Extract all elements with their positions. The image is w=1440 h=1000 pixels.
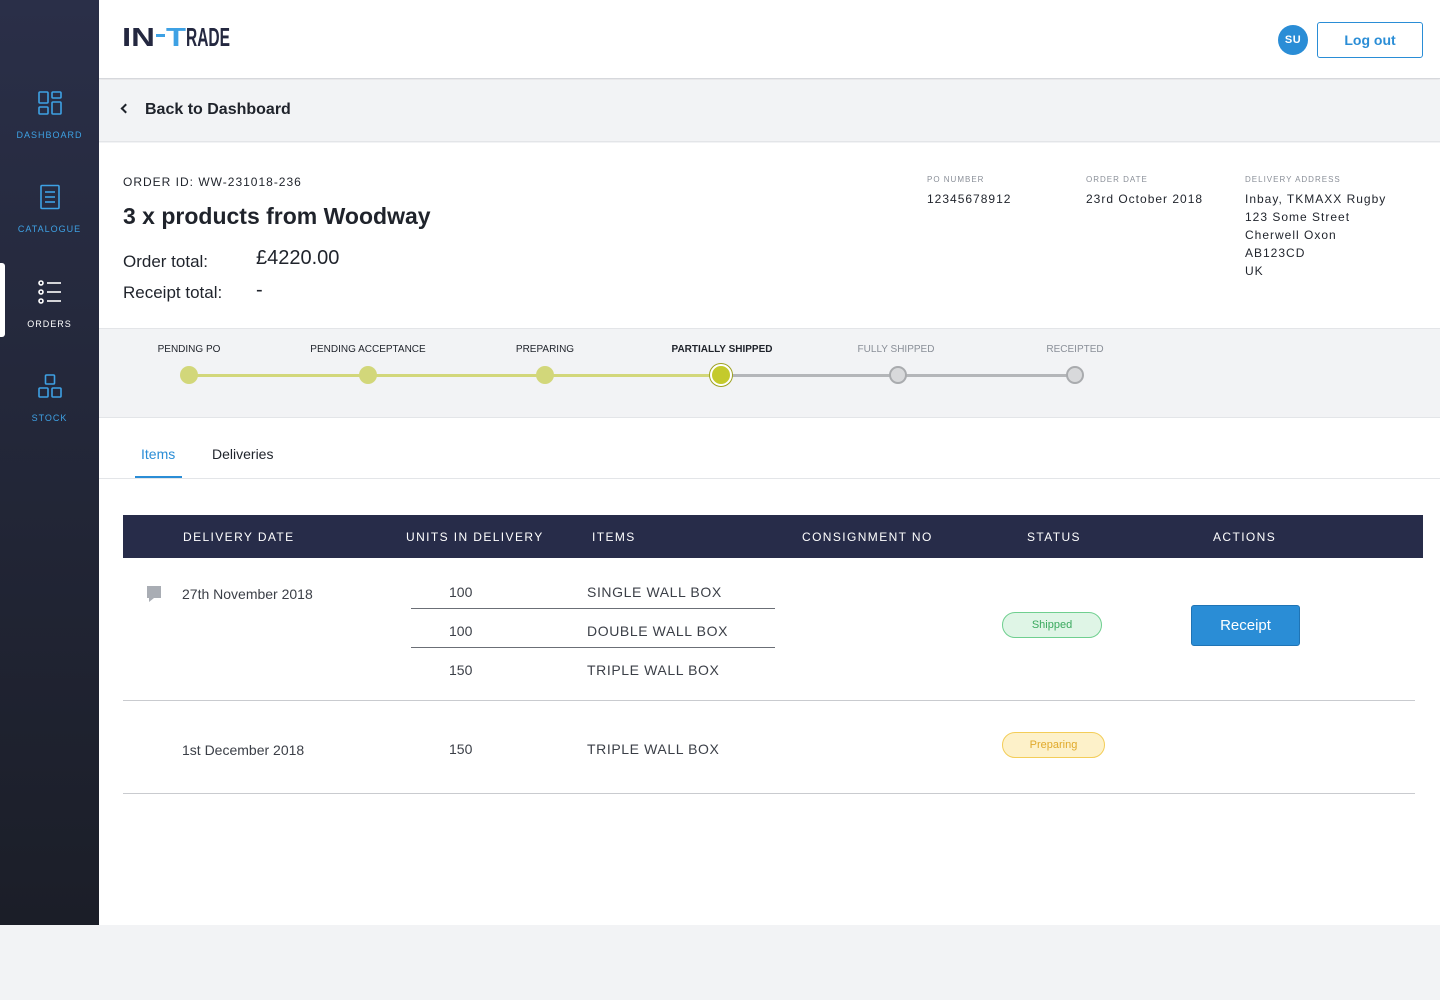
units-value: 100 bbox=[449, 623, 473, 639]
tab-deliveries[interactable]: Deliveries bbox=[212, 446, 274, 462]
column-header[interactable]: STATUS bbox=[1027, 530, 1081, 544]
step-dot-pending-acceptance bbox=[359, 366, 377, 384]
tab-items[interactable]: Items bbox=[141, 446, 176, 462]
step-label-preparing: PREPARING bbox=[515, 344, 575, 355]
address-line: AB123CD bbox=[1245, 246, 1306, 260]
delivery-date: 27th November 2018 bbox=[182, 586, 313, 602]
step-dot-fully-shipped bbox=[889, 366, 907, 384]
row-divider bbox=[123, 700, 1415, 701]
receipt-button[interactable]: Receipt bbox=[1191, 605, 1300, 646]
step-label-partially-shipped: PARTIALLY SHIPPED bbox=[671, 344, 773, 355]
step-dot-pending-po bbox=[180, 366, 198, 384]
back-link-label: Back to Dashboard bbox=[145, 101, 291, 118]
order-detail: ORDER ID: WW-231018-236 3 x products fro… bbox=[99, 143, 1440, 925]
step-label-pending-po: PENDING PO bbox=[157, 344, 221, 355]
step-label-pending-acceptance: PENDING ACCEPTANCE bbox=[310, 344, 426, 355]
in-trade-logo[interactable]: IN T RADE bbox=[122, 23, 232, 49]
sidebar-item-stock[interactable]: STOCK bbox=[0, 373, 99, 447]
column-header[interactable]: DELIVERY DATE bbox=[183, 530, 295, 544]
item-name: SINGLE WALL BOX bbox=[587, 584, 722, 600]
status-badge: Shipped bbox=[1002, 612, 1102, 638]
divider bbox=[411, 647, 775, 648]
back-to-dashboard-link[interactable]: Back to Dashboard bbox=[120, 101, 291, 119]
column-header[interactable]: ACTIONS bbox=[1213, 530, 1277, 544]
sidebar-item-dashboard[interactable]: DASHBOARD bbox=[0, 90, 99, 164]
order-total-label: Order total: bbox=[123, 252, 209, 271]
step-label-receipted: RECEIPTED bbox=[1046, 344, 1104, 355]
order-date-label: ORDER DATE bbox=[1086, 175, 1148, 184]
po-number-label: PO NUMBER bbox=[927, 175, 985, 184]
svg-text:IN: IN bbox=[122, 23, 155, 49]
address-line: UK bbox=[1245, 264, 1264, 278]
units-value: 150 bbox=[449, 741, 473, 757]
item-name: TRIPLE WALL BOX bbox=[587, 662, 720, 678]
sidebar-item-orders[interactable]: ORDERS bbox=[0, 263, 99, 353]
dashboard-icon bbox=[37, 91, 62, 115]
step-label-fully-shipped: FULLY SHIPPED bbox=[857, 344, 935, 355]
sidebar-item-label: STOCK bbox=[31, 413, 68, 423]
back-bar: Back to Dashboard bbox=[99, 80, 1440, 142]
step-dot-receipted bbox=[1066, 366, 1084, 384]
order-total-value: £4220.00 bbox=[256, 247, 340, 269]
sidebar: DASHBOARD CATALOGUE ORDERS STOCK bbox=[0, 0, 99, 925]
stock-icon bbox=[37, 374, 62, 398]
divider bbox=[411, 608, 775, 609]
step-dot-preparing bbox=[536, 366, 554, 384]
row-divider bbox=[123, 793, 1415, 794]
svg-text:RADE: RADE bbox=[186, 23, 230, 49]
order-date-value: 23rd October 2018 bbox=[1086, 192, 1204, 206]
order-id: ORDER ID: WW-231018-236 bbox=[123, 175, 302, 189]
delivery-address-label: DELIVERY ADDRESS bbox=[1245, 175, 1341, 184]
active-tab-indicator bbox=[135, 476, 182, 478]
delivery-address: Inbay, TKMAXX Rugby 123 Some Street Cher… bbox=[1245, 190, 1386, 280]
address-line: Cherwell Oxon bbox=[1245, 228, 1337, 242]
user-avatar[interactable]: SU bbox=[1278, 25, 1308, 55]
logout-button[interactable]: Log out bbox=[1317, 22, 1423, 58]
address-line: Inbay, TKMAXX Rugby bbox=[1245, 192, 1387, 206]
svg-text:T: T bbox=[166, 23, 186, 49]
order-progress-tracker: PENDING PO PENDING ACCEPTANCE PREPARING … bbox=[99, 328, 1440, 418]
sidebar-item-catalogue[interactable]: CATALOGUE bbox=[0, 184, 99, 258]
tab-bar: Items Deliveries bbox=[99, 419, 1440, 479]
sidebar-item-label: CATALOGUE bbox=[17, 224, 82, 234]
column-header[interactable]: CONSIGNMENT NO bbox=[802, 530, 933, 544]
delivery-date: 1st December 2018 bbox=[182, 742, 305, 758]
address-line: 123 Some Street bbox=[1245, 210, 1351, 224]
units-value: 100 bbox=[449, 584, 473, 600]
progress-track-complete bbox=[189, 374, 721, 377]
status-badge: Preparing bbox=[1002, 732, 1105, 758]
item-name: TRIPLE WALL BOX bbox=[587, 741, 720, 757]
units-value: 150 bbox=[449, 662, 473, 678]
deliveries-table-header: DELIVERY DATE UNITS IN DELIVERY ITEMS CO… bbox=[123, 515, 1423, 558]
receipt-total-value: - bbox=[256, 279, 263, 301]
step-dot-partially-shipped bbox=[710, 364, 732, 386]
comment-icon[interactable] bbox=[146, 585, 162, 603]
receipt-total-label: Receipt total: bbox=[123, 283, 223, 302]
sidebar-item-label: DASHBOARD bbox=[16, 130, 83, 140]
item-name: DOUBLE WALL BOX bbox=[587, 623, 729, 639]
sidebar-item-label: ORDERS bbox=[27, 319, 72, 329]
catalogue-icon bbox=[39, 184, 60, 210]
chevron-left-icon bbox=[120, 103, 131, 114]
page-title: 3 x products from Woodway bbox=[123, 203, 431, 229]
top-header: IN T RADE SU Log out bbox=[99, 0, 1440, 79]
column-header[interactable]: UNITS IN DELIVERY bbox=[406, 530, 544, 544]
po-number-value: 12345678912 bbox=[927, 192, 1012, 206]
column-header[interactable]: ITEMS bbox=[592, 530, 636, 544]
orders-list-icon bbox=[37, 280, 61, 304]
